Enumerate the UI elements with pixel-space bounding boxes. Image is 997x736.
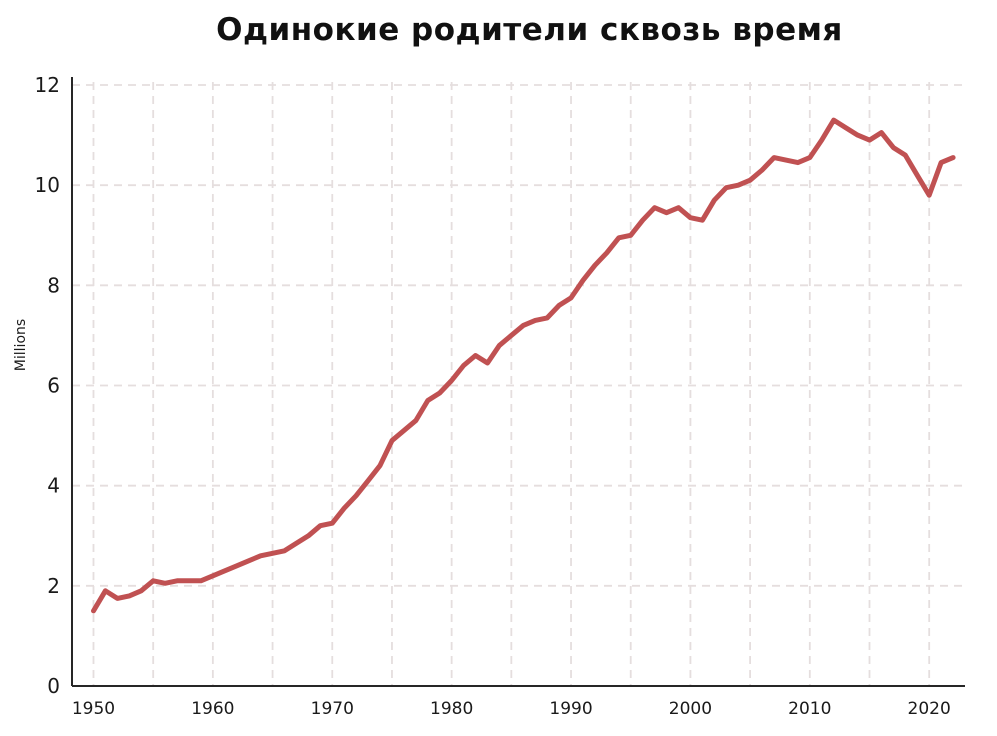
y-tick-label: 12 (35, 73, 60, 97)
y-tick-label: 2 (47, 574, 60, 598)
y-tick-label: 10 (35, 173, 60, 197)
x-tick-label: 1980 (430, 699, 473, 719)
x-tick-label: 1970 (311, 699, 354, 719)
y-tick-label: 0 (47, 674, 60, 698)
data-line (91, 117, 956, 614)
y-tick-label: 8 (47, 273, 60, 297)
x-tick-label: 1960 (191, 699, 234, 719)
x-tick-label: 1990 (549, 699, 592, 719)
chart-title: Одинокие родители сквозь время (216, 12, 843, 48)
x-tick-label: 2020 (908, 699, 951, 719)
x-tick-label: 2010 (788, 699, 831, 719)
x-tick-label: 1950 (72, 699, 115, 719)
y-tick-label: 6 (47, 374, 60, 398)
y-tick-label: 4 (47, 474, 60, 498)
x-tick-label: 2000 (669, 699, 712, 719)
